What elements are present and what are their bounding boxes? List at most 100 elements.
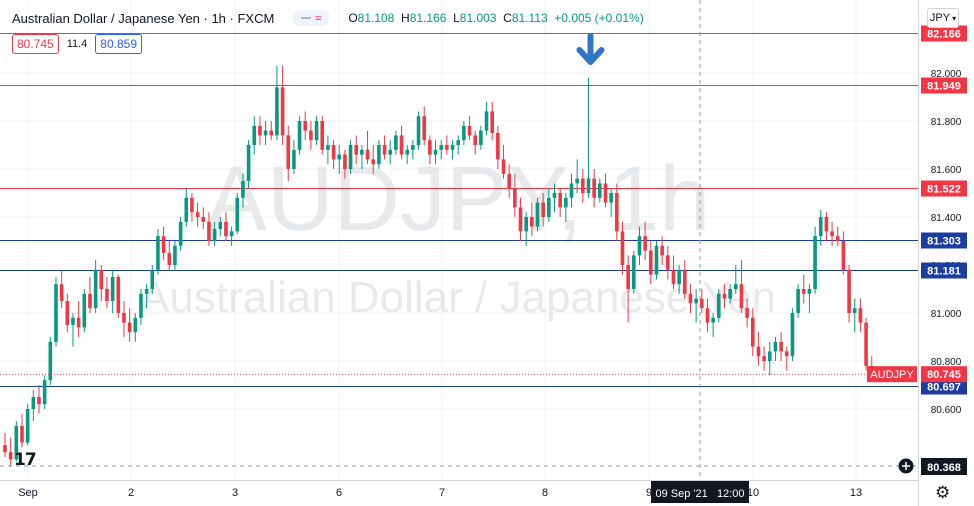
candle-body: [439, 145, 444, 150]
candle-body: [790, 313, 795, 357]
candle-body: [784, 351, 789, 357]
candle-body: [462, 125, 466, 141]
candle: [365, 130, 370, 165]
minus-icon: [301, 17, 312, 19]
candle: [490, 101, 494, 141]
candle-body: [303, 121, 308, 131]
candle-body: [8, 452, 13, 460]
candle: [818, 209, 823, 246]
candle-body: [82, 293, 87, 328]
candle-body: [394, 135, 398, 150]
candle: [275, 65, 279, 141]
price-axis-level-labels: 82.166 81.949 81.522 81.303 81.181 80.697: [921, 25, 967, 395]
buy-button[interactable]: 80.859: [95, 34, 142, 54]
candle-body: [167, 253, 172, 265]
candle: [116, 274, 121, 318]
candle: [14, 421, 19, 462]
level-label-resistance: 81.949: [927, 81, 961, 93]
candle: [603, 173, 608, 208]
candle-body: [552, 193, 557, 198]
candle: [303, 111, 308, 141]
candle-body: [649, 250, 653, 275]
price-tick-label: 81.400: [931, 213, 962, 224]
candle: [105, 277, 109, 309]
indicator-toggle[interactable]: ≈: [292, 10, 331, 26]
candle-body: [728, 289, 732, 299]
candle: [456, 135, 460, 155]
ohlc-readout: O81.108 H81.166 L81.003 C81.113 +0.005 (…: [348, 11, 643, 25]
time-tick-label: 13: [850, 487, 862, 499]
candle: [286, 125, 291, 181]
candle-body: [416, 116, 421, 145]
candle-body: [841, 241, 846, 270]
candle-body: [71, 317, 75, 325]
candle-body: [127, 322, 132, 333]
candle: [139, 289, 143, 325]
currency-selector[interactable]: JPY ▾: [927, 8, 959, 28]
last-price-symbol: AUDJPY: [870, 369, 914, 381]
candle-body: [773, 341, 778, 352]
candle-body: [297, 121, 302, 150]
price-tick-label: 82.000: [931, 69, 962, 80]
candle: [433, 140, 438, 165]
gear-icon[interactable]: ⚙: [935, 483, 951, 503]
candle-body: [501, 159, 506, 174]
candle-body: [241, 181, 245, 198]
candle: [467, 116, 472, 141]
chevron-down-icon: ▾: [952, 13, 957, 23]
candle-body: [847, 269, 851, 313]
candle: [337, 145, 342, 174]
candle: [190, 193, 194, 222]
candle-body: [694, 298, 698, 304]
sell-button[interactable]: 80.745: [12, 34, 59, 54]
candle-body: [541, 202, 545, 217]
candle: [535, 197, 540, 232]
candle: [377, 140, 381, 169]
candle: [547, 188, 551, 222]
watermark-symbol: AUDJPY, 1h: [206, 148, 711, 250]
candle: [31, 389, 36, 421]
candle-body: [683, 269, 687, 294]
candle-body: [513, 188, 517, 208]
candle: [218, 217, 223, 237]
candle: [801, 274, 806, 304]
candle: [660, 236, 664, 265]
candle: [201, 207, 206, 229]
candle: [558, 188, 562, 217]
candle: [841, 231, 846, 275]
candle: [127, 308, 132, 342]
candle: [150, 265, 155, 294]
candle: [269, 121, 274, 141]
candle: [722, 284, 727, 309]
candle: [507, 164, 511, 198]
candle-body: [835, 236, 840, 241]
tradingview-logo-icon[interactable]: 17: [14, 450, 37, 470]
crosshair-price-label: 80.368: [921, 458, 967, 475]
candle: [569, 173, 574, 208]
time-tick-label: 2: [128, 487, 134, 499]
candle: [835, 226, 840, 246]
candle-body: [722, 293, 727, 299]
candle: [59, 269, 64, 309]
candle: [122, 301, 126, 337]
candle: [598, 178, 602, 203]
candle-body: [490, 111, 494, 133]
level-label-support: 81.181: [927, 266, 961, 278]
candle-body: [852, 308, 857, 313]
candle: [144, 284, 149, 309]
candle-body: [530, 217, 534, 227]
price-tick-label: 81.800: [931, 117, 962, 128]
candle: [813, 226, 817, 294]
candle-body: [615, 193, 619, 232]
high-value: 81.166: [409, 11, 447, 25]
candle: [767, 341, 772, 376]
candle: [309, 121, 313, 150]
level-label-resistance: 82.166: [927, 29, 961, 41]
candle-body: [93, 269, 98, 309]
candle-body: [388, 149, 393, 155]
candle: [796, 284, 800, 318]
candle: [790, 308, 795, 361]
candle: [575, 159, 579, 193]
symbol-title[interactable]: Australian Dollar / Japanese Yen · 1h · …: [12, 10, 275, 26]
